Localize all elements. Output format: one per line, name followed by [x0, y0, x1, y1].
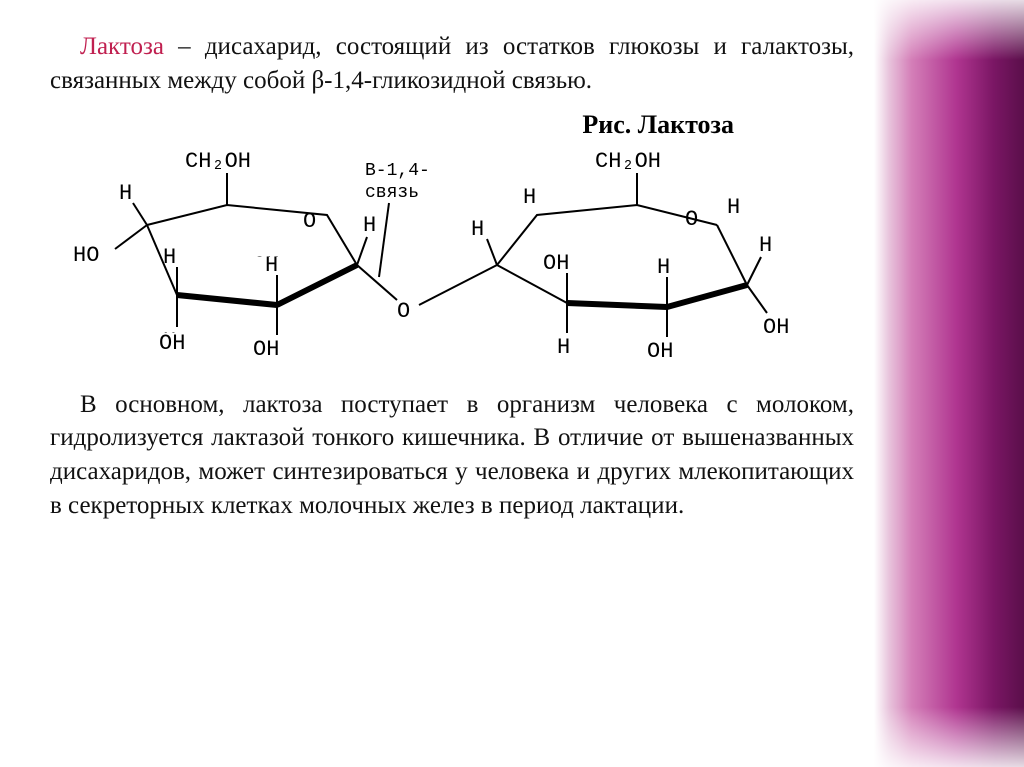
figure-title: Рис. Лактоза [50, 110, 734, 140]
atom-h: H [523, 185, 536, 210]
atom-oh: OH [253, 337, 279, 362]
ch2oh-right: CH₂OH [595, 149, 661, 174]
atom-oh: OH [159, 331, 185, 356]
chemical-structure-figure: O CH₂OH H HO H H OH OH H [50, 145, 854, 370]
atom-h: H [119, 181, 132, 206]
atom-h: H [727, 195, 740, 220]
body-paragraph-2-text: В основном, лактоза поступает в организм… [50, 391, 854, 519]
atom-h: H [657, 255, 670, 280]
atom-oh: OH [647, 339, 673, 364]
ring-o-left: O [303, 209, 316, 234]
bond-label-1: B-1,4- [365, 161, 430, 181]
term-lactose: Лактоза [80, 33, 164, 60]
ch2oh-left: CH₂OH [185, 149, 251, 174]
lactose-structure-svg: O CH₂OH H HO H H OH OH H [67, 145, 837, 370]
body-paragraph-2: В основном, лактоза поступает в организм… [50, 388, 854, 523]
bond-label-2: связь [365, 183, 419, 203]
atom-h: H [265, 253, 278, 278]
ring-o-right: O [685, 207, 698, 232]
atom-h: H [759, 233, 772, 258]
atom-oh: OH [763, 315, 789, 340]
atom-ho: HO [73, 243, 99, 268]
atom-h: H [557, 335, 570, 360]
glycosidic-o: O [397, 299, 410, 324]
atom-h: H [163, 245, 176, 270]
definition-paragraph: Лактоза – дисахарид, состоящий из остатк… [50, 30, 854, 98]
atom-h: H [363, 213, 376, 238]
slide-accent-strip [874, 0, 1024, 767]
definition-rest: – дисахарид, состоящий из остатков глюко… [50, 33, 854, 94]
atom-h: H [471, 217, 484, 242]
atom-oh: OH [543, 251, 569, 276]
